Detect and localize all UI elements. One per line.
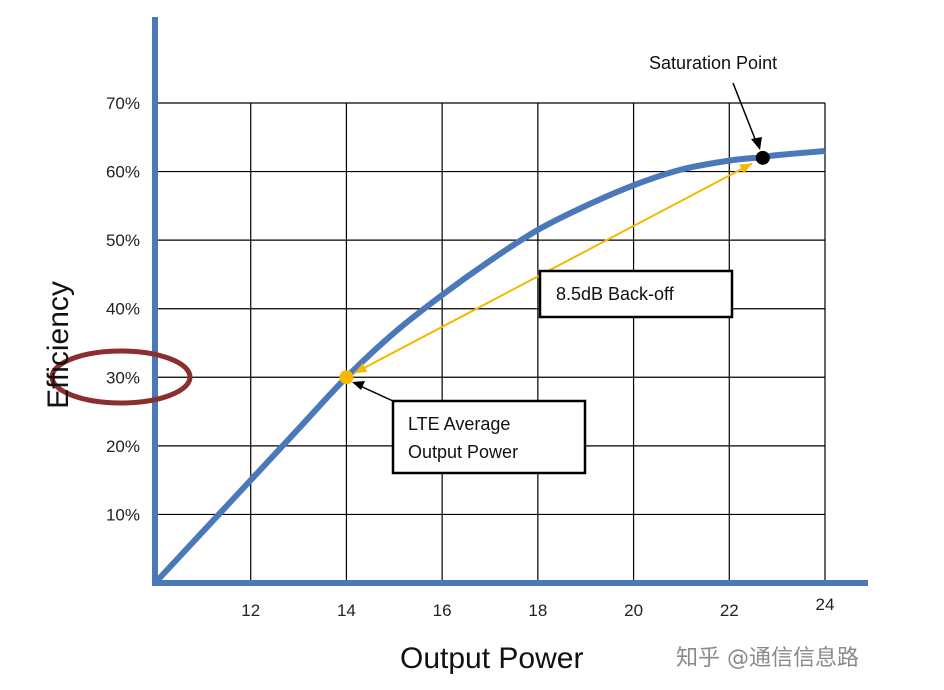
x-tick-label: 14 [337, 601, 356, 620]
y-tick-label: 60% [106, 163, 140, 182]
efficiency-curve [152, 148, 826, 586]
x-tick-label: 18 [528, 601, 547, 620]
y-tick-label: 10% [106, 505, 140, 524]
lte-average-point [339, 370, 354, 385]
y-tick-label: 70% [106, 94, 140, 113]
saturation-point [755, 150, 770, 165]
x-tick-label: 24 [816, 595, 835, 614]
lte-arrow [357, 384, 394, 402]
x-tick-labels: 12 14 16 18 20 22 24 [241, 595, 834, 620]
saturation-arrow-head [751, 137, 762, 150]
lte-arrow-head [352, 381, 365, 390]
highlight-30-ellipse [49, 348, 193, 406]
backoff-arrow [353, 162, 753, 374]
y-tick-label: 20% [106, 437, 140, 456]
y-tick-label: 50% [106, 231, 140, 250]
lte-label-line2: Output Power [408, 442, 518, 462]
axes [152, 17, 868, 586]
watermark: 知乎 @通信信息路 [676, 646, 859, 671]
x-tick-label: 20 [624, 601, 643, 620]
y-tick-label: 30% [106, 368, 140, 387]
lte-box [391, 399, 587, 475]
x-tick-label: 16 [433, 601, 452, 620]
x-axis-title: Output Power [400, 642, 583, 675]
y-axis-title: Efficiency [42, 281, 75, 409]
saturation-label: Saturation Point [649, 53, 777, 73]
backoff-label: 8.5dB Back-off [556, 284, 675, 304]
lte-label-line1: LTE Average [408, 414, 510, 434]
y-tick-labels: 10% 20% 30% 40% 50% 60% 70% [106, 94, 140, 524]
saturation-arrow [732, 82, 758, 145]
grid-lines [155, 102, 826, 583]
y-tick-label: 40% [106, 300, 140, 319]
backoff-box [538, 269, 734, 319]
x-tick-label: 22 [720, 601, 739, 620]
x-tick-label: 12 [241, 601, 260, 620]
